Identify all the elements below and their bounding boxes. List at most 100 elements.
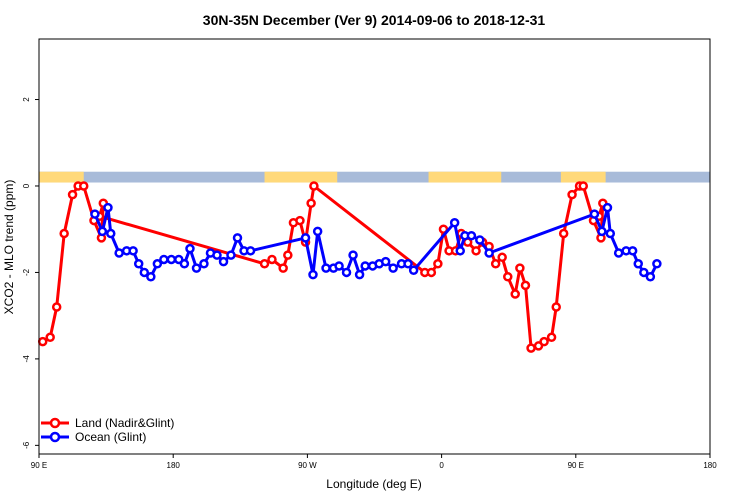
series-1-point — [341, 267, 352, 278]
series-0-point — [551, 302, 561, 312]
series-1-point — [312, 226, 323, 237]
series-1-point — [597, 226, 607, 237]
series-1-point — [484, 248, 494, 258]
legend-land-label: Land (Nadir&Glint) — [75, 416, 174, 430]
series-0-point — [471, 246, 481, 256]
series-0-point — [309, 181, 319, 191]
series-0-point — [497, 252, 507, 263]
series-1-point — [300, 233, 311, 243]
series-0-point — [37, 336, 48, 347]
series-0-point — [306, 198, 316, 209]
series-0-point — [51, 302, 62, 312]
series-1-point — [354, 269, 365, 280]
series-1-point — [334, 261, 344, 271]
y-tick-label: -6 — [22, 441, 31, 449]
series-0-point — [490, 259, 501, 269]
series-1-point — [226, 250, 236, 260]
series-1-point — [645, 272, 656, 282]
series-1-point — [360, 261, 370, 271]
series-1-point — [380, 256, 391, 267]
series-1-point — [152, 259, 163, 269]
series-0-point — [283, 250, 293, 260]
series-1-point — [308, 269, 318, 280]
y-tick-label: 2 — [22, 97, 31, 102]
plot-frame — [38, 38, 711, 455]
series-1-point — [232, 233, 243, 243]
series-0-point — [539, 336, 549, 347]
series-0-point — [546, 332, 557, 343]
y-axis: 2 0 -2 -4 -6 — [22, 97, 39, 449]
series-1-point — [639, 267, 649, 278]
series-1-point — [139, 267, 150, 278]
x-tick-label: 90 W — [298, 461, 317, 470]
series-1-point — [218, 256, 229, 267]
series-0-point — [526, 343, 536, 353]
band-land-0 — [39, 171, 84, 183]
series-1-point — [146, 272, 156, 282]
surface-type-band — [39, 171, 710, 183]
series-1-point — [633, 259, 643, 269]
series-1-point — [166, 254, 177, 265]
series-0-point — [433, 259, 443, 269]
series-0-point — [426, 267, 437, 278]
series-1-point — [212, 250, 222, 260]
band-land-1 — [264, 171, 338, 183]
series-1-point — [388, 263, 398, 273]
series-1-point — [106, 228, 116, 239]
x-tick-label: 180 — [703, 461, 717, 470]
series-1-point — [199, 259, 209, 269]
series-1-point — [613, 248, 624, 258]
series-0-point — [78, 181, 89, 191]
series-1-point — [90, 209, 100, 219]
series-1-point — [179, 259, 190, 269]
series-0-point — [67, 189, 78, 200]
series-1-point — [348, 250, 358, 260]
legend-entry-land: Land (Nadir&Glint) — [41, 416, 174, 430]
series-1-point — [455, 246, 465, 256]
series-0-point — [520, 280, 531, 291]
series-0-point — [45, 332, 55, 343]
x-tick-label: 180 — [167, 461, 181, 470]
y-axis-label: XCO2 - MLO trend (ppm) — [2, 180, 16, 315]
series-0-point — [278, 263, 288, 273]
series-0-point — [515, 263, 525, 273]
series-0-point — [558, 228, 569, 239]
series-1-point — [652, 259, 662, 269]
series-1-point — [408, 265, 419, 276]
series-0-point — [295, 215, 305, 226]
series-layer — [37, 181, 662, 353]
series-1-point — [466, 230, 477, 241]
series-1 — [90, 202, 662, 282]
series-1-point — [191, 263, 202, 273]
series-0-point — [267, 254, 277, 265]
band-ocean — [39, 171, 710, 183]
series-0-point — [438, 224, 449, 234]
series-1-point — [114, 248, 124, 258]
x-axis: 90 E 180 90 W 0 90 E 180 — [31, 454, 717, 470]
series-0-point — [259, 259, 270, 269]
series-1-point — [403, 259, 413, 269]
band-land-2 — [428, 171, 502, 183]
y-tick-label: -4 — [22, 355, 31, 363]
legend-land-marker — [49, 417, 61, 429]
legend-ocean-marker — [49, 431, 61, 443]
series-0-point — [510, 289, 520, 299]
y-tick-label: -2 — [22, 268, 31, 276]
series-1-point — [475, 235, 485, 245]
legend: Land (Nadir&Glint) Ocean (Glint) — [41, 416, 174, 444]
series-1-point — [627, 246, 638, 256]
y-tick-label: 0 — [22, 183, 31, 188]
series-1-point — [128, 246, 138, 256]
series-1-point — [245, 246, 256, 256]
series-1-point — [185, 243, 195, 254]
series-0-point — [578, 181, 589, 191]
legend-ocean-label: Ocean (Glint) — [75, 430, 146, 444]
series-1-point — [589, 209, 600, 219]
x-tick-label: 0 — [439, 461, 444, 470]
series-1-point — [602, 202, 613, 213]
series-1-point — [97, 226, 108, 237]
band-land-3 — [560, 171, 606, 183]
x-axis-label: Longitude (deg E) — [326, 477, 421, 491]
series-0-point — [567, 189, 577, 200]
